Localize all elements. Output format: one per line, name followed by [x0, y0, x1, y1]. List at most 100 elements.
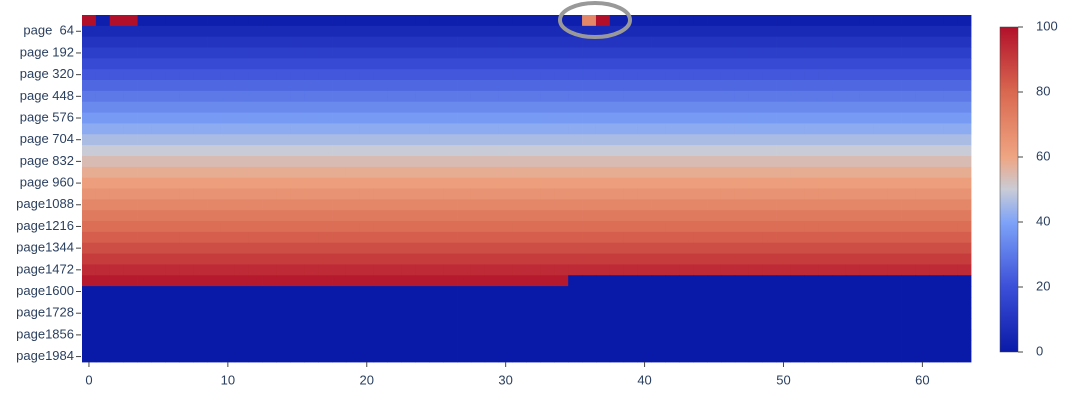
cell: [484, 25, 500, 38]
cell: [109, 123, 125, 135]
cell: [595, 188, 611, 200]
cell: [165, 90, 180, 103]
cell: [651, 253, 666, 265]
cell: [332, 264, 347, 276]
cell: [207, 166, 222, 179]
cell: [484, 69, 500, 81]
cell: [512, 90, 527, 103]
cell: [526, 145, 541, 157]
cell: [193, 318, 208, 330]
cell: [540, 112, 555, 124]
cell: [193, 231, 208, 244]
cell: [748, 177, 764, 189]
cell: [832, 329, 847, 341]
cell: [373, 199, 388, 211]
cell: [304, 101, 319, 113]
cell: [790, 47, 805, 59]
cell: [373, 90, 388, 103]
cell: [568, 145, 583, 157]
cell: [526, 69, 541, 81]
cell: [220, 145, 236, 157]
cell: [554, 69, 569, 81]
cell: [457, 307, 472, 320]
cell: [123, 199, 138, 211]
cell: [595, 318, 611, 330]
cell: [345, 155, 361, 168]
cell: [387, 166, 402, 179]
colorbar-tick-label: 100: [1036, 18, 1058, 33]
cell: [665, 80, 680, 92]
cell: [762, 188, 777, 200]
cell: [832, 155, 847, 168]
cell: [595, 166, 611, 179]
cell: [651, 275, 666, 287]
cell: [665, 199, 680, 211]
cell: [762, 123, 777, 135]
cell: [137, 296, 152, 309]
cell: [693, 221, 708, 233]
cell: [193, 221, 208, 233]
cell: [470, 307, 486, 320]
cell: [373, 36, 388, 48]
cell: [345, 80, 361, 92]
cell: [109, 47, 125, 59]
cell: [665, 307, 680, 320]
cell: [540, 155, 555, 168]
cell: [207, 242, 222, 254]
cell: [595, 177, 611, 189]
cell: [248, 340, 263, 352]
cell: [804, 188, 819, 200]
cell: [415, 112, 430, 124]
cell: [707, 134, 722, 146]
cell: [234, 80, 250, 92]
cell: [276, 210, 291, 222]
cell: [248, 134, 263, 146]
cell: [345, 231, 361, 244]
cell: [609, 134, 625, 146]
cell: [165, 296, 180, 309]
cell: [387, 112, 402, 124]
cell: [929, 101, 944, 113]
x-tick-label: 20: [360, 372, 374, 387]
cell: [95, 318, 111, 330]
cell: [345, 296, 361, 309]
cell: [262, 318, 277, 330]
cell: [443, 307, 458, 320]
cell: [137, 15, 152, 27]
cell: [609, 123, 625, 135]
cell: [568, 318, 583, 330]
cell: [526, 112, 541, 124]
cell: [443, 286, 458, 298]
cell: [318, 90, 333, 103]
cell: [832, 80, 847, 92]
cell: [276, 275, 291, 287]
cell: [540, 253, 555, 265]
cell: [832, 145, 847, 157]
cell: [151, 286, 166, 298]
cell: [679, 199, 694, 211]
cell: [318, 155, 333, 168]
cell: [887, 134, 902, 146]
cell: [859, 155, 875, 168]
cell: [498, 69, 514, 81]
cell: [234, 307, 250, 320]
cell: [179, 199, 194, 211]
cell: [290, 275, 305, 287]
cell: [943, 145, 958, 157]
cell: [595, 296, 611, 309]
cell: [207, 329, 222, 341]
cell: [443, 275, 458, 287]
cell: [318, 69, 333, 81]
cell: [457, 231, 472, 244]
cell: [915, 318, 930, 330]
cell: [276, 177, 291, 189]
cell: [790, 286, 805, 298]
cell: [179, 25, 194, 38]
cell: [845, 296, 861, 309]
cell: [720, 210, 736, 222]
cell: [595, 134, 611, 146]
cell: [123, 80, 138, 92]
cell: [262, 275, 277, 287]
cell: [234, 155, 250, 168]
cell: [845, 58, 861, 70]
